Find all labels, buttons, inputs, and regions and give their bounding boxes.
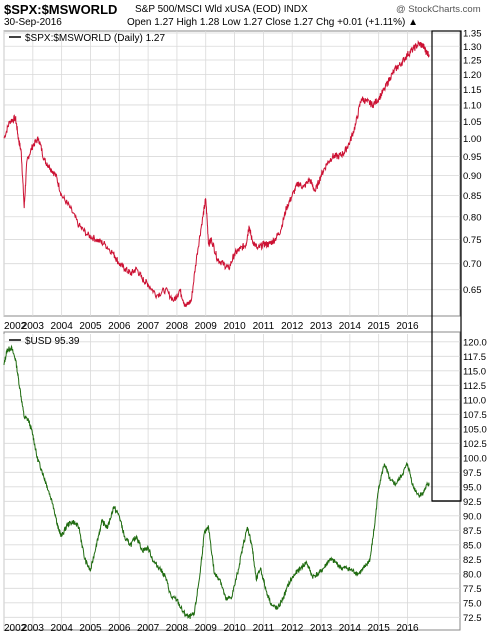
chart-description: S&P 500/MSCI Wld xUSA (EOD) INDX — [135, 4, 308, 15]
upper-legend: $SPX:$MSWORLD (Daily) 1.27 — [9, 33, 165, 44]
upper-y-tick-label: 1.10 — [463, 100, 482, 111]
lower-y-tick-label: 112.5 — [463, 381, 486, 392]
lower-y-tick-label: 80.0 — [463, 569, 482, 580]
lower-y-tick-label: 117.5 — [463, 352, 486, 363]
upper-y-tick-label: 0.90 — [463, 171, 482, 182]
lower-y-tick-label: 107.5 — [463, 410, 487, 421]
lower-panel-frame — [3, 331, 461, 631]
upper-gridlines — [3, 31, 460, 316]
lower-x-tick-label: 2010 — [223, 623, 246, 634]
ohlc-readout: Open 1.27 High 1.28 Low 1.27 Close 1.27 … — [127, 17, 419, 28]
upper-y-tick-label: 0.85 — [463, 191, 482, 202]
lower-y-tick-label: 115.0 — [463, 366, 486, 377]
lower-x-tick-label: 2004 — [51, 623, 74, 634]
lower-y-tick-label: 77.5 — [463, 584, 482, 595]
lower-y-tick-label: 92.5 — [463, 497, 482, 508]
lower-y-tick-label: 97.5 — [463, 468, 482, 479]
lower-x-tick-label: 2003 — [22, 623, 45, 634]
upper-x-tick-label: 2009 — [195, 321, 218, 332]
lower-x-tick-label: 2015 — [368, 623, 391, 634]
lower-y-tick-label: 102.5 — [463, 439, 487, 450]
upper-x-tick-label: 2007 — [137, 321, 160, 332]
lower-gridlines — [3, 334, 460, 630]
highlight-box — [431, 30, 462, 502]
lower-x-tick-label: 2005 — [79, 623, 102, 634]
upper-x-tick-label: 2014 — [339, 321, 362, 332]
upper-x-tick-label: 2016 — [396, 321, 419, 332]
chart-date: 30-Sep-2016 — [4, 17, 62, 28]
upper-y-tick-labels: 1.35 1.30 1.25 1.20 1.15 1.10 1.05 1.00 0.95 0.90… — [463, 29, 482, 297]
upper-x-tick-label: 2005 — [79, 321, 102, 332]
lower-x-tick-label: 2006 — [108, 623, 131, 634]
upper-x-tick-label: 2008 — [166, 321, 189, 332]
upper-y-tick-label: 0.80 — [463, 212, 482, 223]
lower-y-tick-label: 110.0 — [463, 395, 486, 406]
upper-legend-label: $SPX:$MSWORLD (Daily) 1.27 — [25, 33, 165, 44]
lower-y-tick-label: 90.0 — [463, 511, 482, 522]
upper-x-tick-label: 2006 — [108, 321, 131, 332]
upper-x-tick-label: 2012 — [281, 321, 304, 332]
upper-y-tick-label: 1.35 — [463, 29, 482, 40]
upper-x-tick-label: 2010 — [223, 321, 246, 332]
upper-x-tick-label: 2004 — [51, 321, 74, 332]
lower-legend: $USD 95.39 — [9, 336, 80, 347]
upper-y-tick-label: 1.30 — [463, 42, 482, 53]
lower-y-tick-label: 85.0 — [463, 540, 482, 551]
upper-y-tick-label: 1.00 — [463, 134, 482, 145]
upper-y-tick-label: 0.65 — [463, 285, 482, 296]
lower-x-tick-label: 2013 — [310, 623, 333, 634]
chart-symbol: $SPX:$MSWORLD — [4, 2, 118, 17]
stockcharts-credit: @ StockCharts.com — [396, 4, 481, 15]
lower-y-tick-label: 72.5 — [463, 613, 482, 624]
lower-x-tick-label: 2008 — [166, 623, 189, 634]
lower-y-tick-label: 75.0 — [463, 598, 482, 609]
series-line-spx-msworld — [3, 39, 430, 308]
lower-y-tick-label: 87.5 — [463, 526, 482, 537]
upper-x-tick-label: 2011 — [253, 321, 275, 332]
lower-x-tick-label: 2016 — [396, 623, 419, 634]
series-line-usd — [3, 344, 430, 619]
lower-y-tick-label: 95.0 — [463, 482, 482, 493]
upper-y-tick-label: 1.05 — [463, 117, 482, 128]
upper-x-tick-label: 2002 — [4, 321, 27, 332]
upper-x-tick-label: 2003 — [22, 321, 45, 332]
lower-y-tick-label: 82.5 — [463, 555, 482, 566]
lower-y-tick-label: 100.0 — [463, 453, 487, 464]
lower-x-tick-label: 2011 — [253, 623, 275, 634]
upper-y-tick-label: 1.25 — [463, 56, 482, 67]
lower-x-tick-label: 2007 — [137, 623, 160, 634]
lower-x-tick-label: 2012 — [281, 623, 304, 634]
lower-y-tick-label: 105.0 — [463, 424, 487, 435]
lower-x-tick-label: 2009 — [195, 623, 218, 634]
upper-x-tick-label: 2013 — [310, 321, 333, 332]
upper-y-tick-label: 0.95 — [463, 152, 482, 163]
upper-y-tick-label: 1.15 — [463, 85, 482, 96]
lower-y-tick-labels: 120.0 117.5 115.0 112.5 110.0 107.5 105.0 102.5… — [463, 337, 487, 624]
upper-y-tick-label: 0.70 — [463, 259, 482, 270]
upper-y-tick-label: 0.75 — [463, 235, 482, 246]
upper-x-tick-label: 2015 — [368, 321, 391, 332]
lower-x-tick-label: 2014 — [339, 623, 362, 634]
lower-legend-label: $USD 95.39 — [25, 336, 80, 347]
upper-y-tick-label: 1.20 — [463, 70, 482, 81]
lower-x-tick-label: 2002 — [4, 623, 27, 634]
lower-y-tick-label: 120.0 — [463, 337, 487, 348]
